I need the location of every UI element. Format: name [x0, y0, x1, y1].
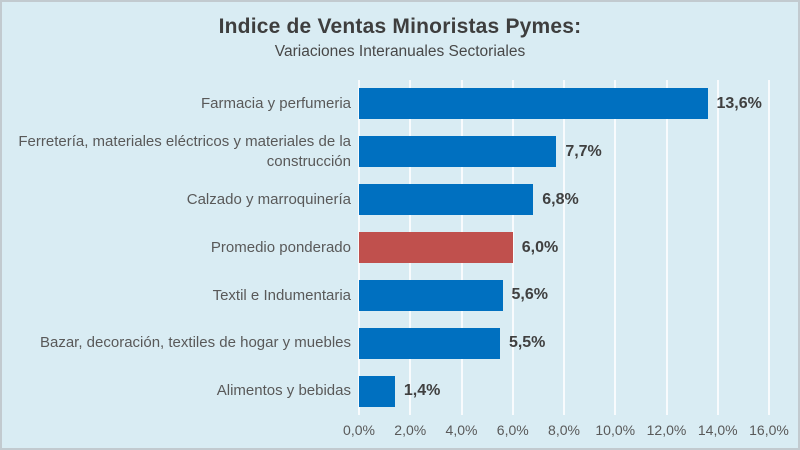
category-label: Bazar, decoración, textiles de hogar y m… — [39, 334, 351, 352]
value-label: 5,6% — [511, 286, 548, 304]
value-label: 13,6% — [716, 94, 762, 112]
gridline — [614, 80, 617, 415]
chart-title: Indice de Ventas Minoristas Pymes: — [218, 15, 582, 38]
gridline — [768, 80, 770, 415]
category-label: Ferretería, materiales eléctricos y mate… — [18, 133, 351, 170]
value-label: 1,4% — [403, 382, 441, 400]
gridline — [563, 80, 565, 415]
tick-label: 14,0% — [697, 422, 738, 438]
tick-label: 6,0% — [496, 422, 529, 438]
category-axis: Farmacia y perfumeria Ferretería, materia… — [10, 80, 351, 415]
chart-subtitle: Variaciones Interanuales Sectoriales — [274, 43, 526, 60]
gridline — [511, 80, 514, 415]
category-label: Alimentos y bebidas — [216, 382, 351, 400]
bar — [359, 375, 395, 407]
category-label: Promedio ponderado — [210, 238, 351, 256]
tick-label: 4,0% — [445, 422, 478, 438]
value-label: 5,5% — [508, 334, 546, 352]
value-label: 6,8% — [542, 190, 579, 208]
value-label: 6,0% — [521, 238, 559, 256]
category-label: Farmacia y perfumeria — [200, 95, 351, 113]
bar — [359, 136, 557, 168]
x-axis: 0,0% 2,0% 4,0% 6,0% 8,0% 10,0% 12,0% 14,0% 16,0% — [2, 422, 798, 442]
bar — [359, 279, 503, 311]
gridline — [665, 80, 668, 415]
tick-label: 8,0% — [548, 422, 580, 438]
tick-label: 0,0% — [343, 422, 375, 438]
bar — [359, 184, 534, 216]
category-label: Calzado y marroquinería — [186, 190, 351, 208]
tick-label: 10,0% — [595, 422, 636, 438]
tick-label: 12,0% — [646, 422, 687, 438]
bar — [359, 327, 500, 359]
tick-label: 16,0% — [749, 422, 789, 438]
value-label: 7,7% — [565, 142, 602, 160]
gridline — [716, 80, 719, 415]
plot-area: 13,6% 7,7% 6,8% 6,0% 5,6% 5,5% 1,4% — [358, 80, 770, 415]
category-label: Textil e Indumentaria — [212, 286, 351, 304]
bar-highlight — [359, 232, 513, 263]
bar — [359, 88, 708, 120]
tick-label: 2,0% — [394, 422, 427, 438]
